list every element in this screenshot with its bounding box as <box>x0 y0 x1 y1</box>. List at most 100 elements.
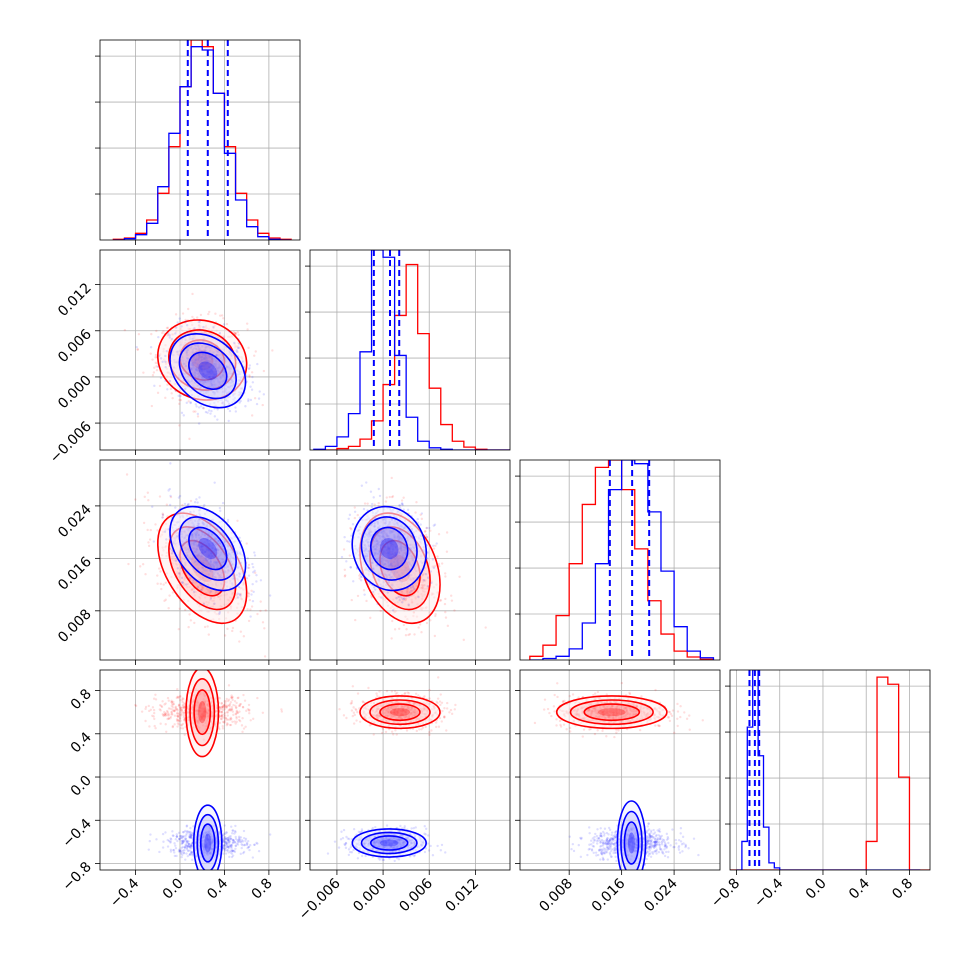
scatter-point <box>433 634 437 638</box>
scatter-point <box>171 706 175 709</box>
scatter-point <box>236 346 240 350</box>
scatter-point <box>178 402 181 406</box>
scatter-point <box>407 595 411 598</box>
scatter-point <box>168 594 171 597</box>
scatter-point <box>146 491 150 494</box>
scatter-point <box>403 597 406 600</box>
scatter-point <box>195 405 198 408</box>
density-contour <box>188 351 228 391</box>
scatter-point <box>379 589 382 593</box>
scatter-point <box>185 583 188 586</box>
scatter-point <box>226 518 230 522</box>
scatter-point <box>179 719 182 723</box>
scatter-point <box>174 326 178 329</box>
scatter-point <box>402 597 405 601</box>
scatter-point <box>135 345 138 349</box>
scatter-point <box>174 332 177 335</box>
scatter-point <box>230 696 234 700</box>
scatter-point <box>253 354 256 357</box>
scatter-point <box>372 586 376 589</box>
scatter-point <box>223 721 226 724</box>
scatter-point <box>207 312 210 316</box>
scatter-point <box>402 623 406 627</box>
scatter-point <box>262 393 266 396</box>
scatter-point <box>152 715 155 718</box>
scatter-point <box>176 715 180 718</box>
scatter-point <box>176 725 179 728</box>
scatter-point <box>353 516 357 520</box>
scatter-point <box>168 379 172 383</box>
density-contour <box>351 505 427 592</box>
scatter-point <box>165 538 168 541</box>
scatter-point <box>253 569 256 572</box>
scatter-point <box>220 715 224 718</box>
scatter-point <box>183 718 186 721</box>
scatter-point <box>406 508 410 511</box>
scatter-point <box>230 705 234 709</box>
scatter-point <box>177 394 180 398</box>
scatter-point <box>152 708 156 712</box>
scatter-point <box>164 396 167 400</box>
scatter-point <box>168 503 172 507</box>
scatter-point <box>154 353 158 357</box>
scatter-point <box>173 339 176 342</box>
scatter-point <box>237 715 241 719</box>
scatter-point <box>155 329 158 333</box>
scatter-point <box>161 700 164 703</box>
scatter-point <box>165 349 168 353</box>
scatter-point <box>171 591 175 594</box>
scatter-point <box>169 462 172 465</box>
scatter-point <box>248 598 252 602</box>
scatter-point <box>218 721 222 725</box>
scatter-point <box>159 376 163 380</box>
scatter-point <box>159 709 162 712</box>
scatter-point <box>346 539 349 543</box>
scatter-point <box>177 572 181 575</box>
scatter-point <box>230 694 233 697</box>
scatter-point <box>245 542 248 545</box>
scatter-point <box>178 424 181 427</box>
scatter-point <box>384 500 388 503</box>
scatter-point <box>222 323 226 326</box>
scatter-point <box>224 703 227 707</box>
scatter-point <box>168 336 171 339</box>
scatter-point <box>221 501 225 505</box>
scatter-point <box>182 711 185 714</box>
scatter-point <box>343 575 347 578</box>
scatter-point <box>144 573 147 576</box>
scatter-point <box>236 331 239 334</box>
scatter-point <box>255 580 258 583</box>
scatter-point <box>224 706 227 709</box>
scatter-point <box>380 596 383 599</box>
scatter-point <box>180 714 183 717</box>
scatter-point <box>386 591 389 594</box>
scatter-point <box>428 544 432 547</box>
scatter-point <box>156 582 159 585</box>
scatter-point <box>250 605 254 608</box>
scatter-point <box>230 707 234 711</box>
scatter-point <box>371 590 375 594</box>
scatter-point <box>125 473 129 476</box>
scatter-point <box>227 698 231 701</box>
scatter-point <box>263 627 266 630</box>
scatter-point <box>177 627 181 631</box>
scatter-point <box>162 713 165 717</box>
scatter-point <box>242 693 245 697</box>
scatter-point <box>156 391 160 395</box>
scatter-point <box>434 614 437 618</box>
scatter-point <box>169 387 173 391</box>
scatter-point <box>407 603 410 606</box>
scatter-point <box>176 321 179 324</box>
scatter-point <box>146 528 149 532</box>
scatter-point <box>261 621 265 624</box>
scatter-point <box>137 332 141 336</box>
scatter-point <box>235 715 238 719</box>
scatter-point <box>231 626 235 630</box>
scatter-point <box>144 705 148 709</box>
scatter-point <box>174 389 178 392</box>
scatter-point <box>160 587 163 591</box>
scatter-point <box>365 599 368 603</box>
scatter-point <box>136 348 139 351</box>
scatter-point <box>397 627 401 630</box>
scatter-point <box>259 600 262 603</box>
